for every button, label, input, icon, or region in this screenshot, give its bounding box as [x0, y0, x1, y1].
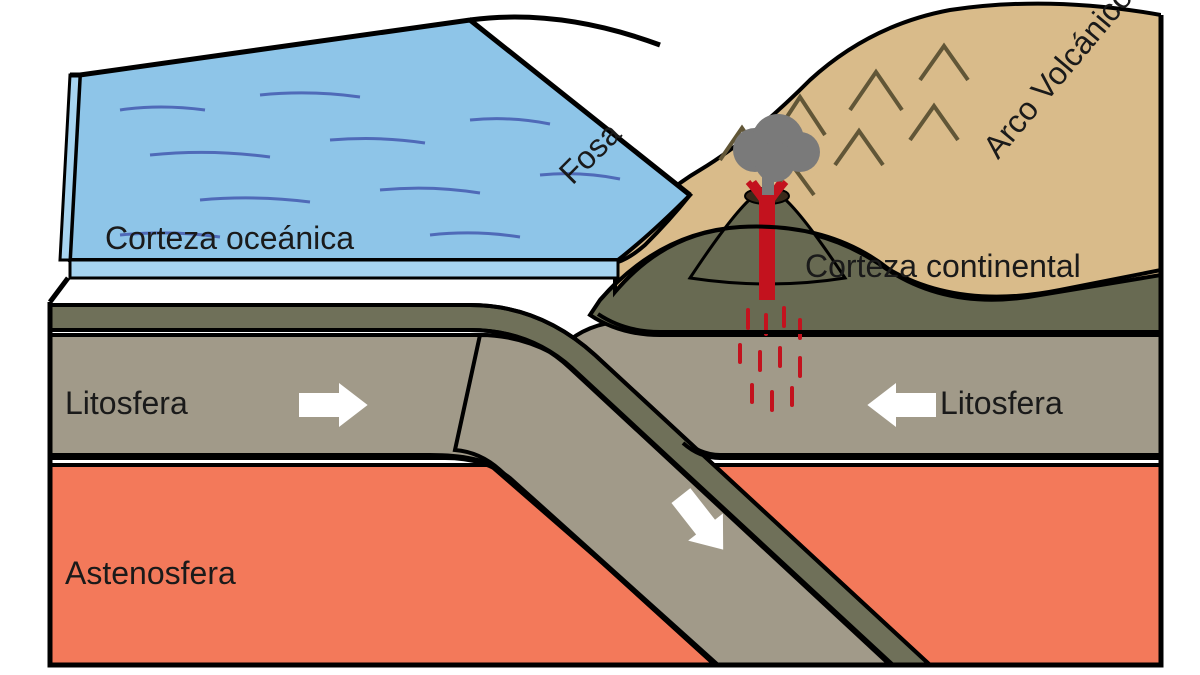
label-continental-crust: Corteza continental	[805, 248, 1081, 285]
label-lithosphere-left: Litosfera	[65, 385, 188, 422]
label-asthenosphere: Astenosfera	[65, 555, 236, 592]
label-oceanic-crust: Corteza oceánica	[105, 220, 354, 257]
ocean-front-edge	[70, 260, 618, 278]
label-lithosphere-right: Litosfera	[940, 385, 1063, 422]
